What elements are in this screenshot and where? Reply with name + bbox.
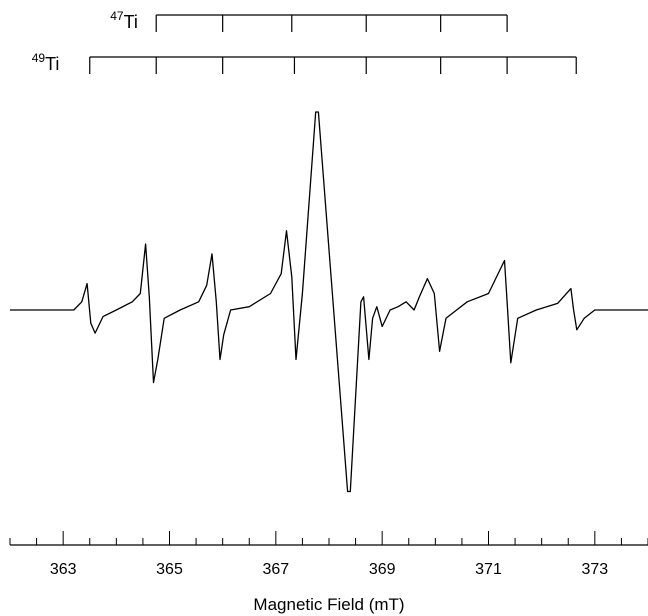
ti47-stick-label: 47Ti: [110, 9, 138, 32]
x-tick-label: 373: [581, 561, 608, 578]
x-axis-label: Magnetic Field (mT): [253, 595, 404, 614]
x-tick-label: 365: [156, 561, 183, 578]
ti49-stick-label: 49Ti: [32, 51, 60, 74]
x-tick-label: 363: [50, 561, 77, 578]
x-tick-label: 371: [475, 561, 502, 578]
spectrum-trace: [10, 111, 648, 493]
ti49-isotope-number: 49: [32, 51, 46, 65]
x-tick-label: 369: [369, 561, 396, 578]
stick-diagrams: [89, 14, 577, 74]
ti49-element: Ti: [45, 54, 59, 74]
x-tick-label: 367: [262, 561, 289, 578]
x-axis-ticks: 363 365 367 369 371 373: [9, 531, 648, 578]
ti47-isotope-number: 47: [110, 9, 124, 23]
ti47-element: Ti: [124, 12, 138, 32]
